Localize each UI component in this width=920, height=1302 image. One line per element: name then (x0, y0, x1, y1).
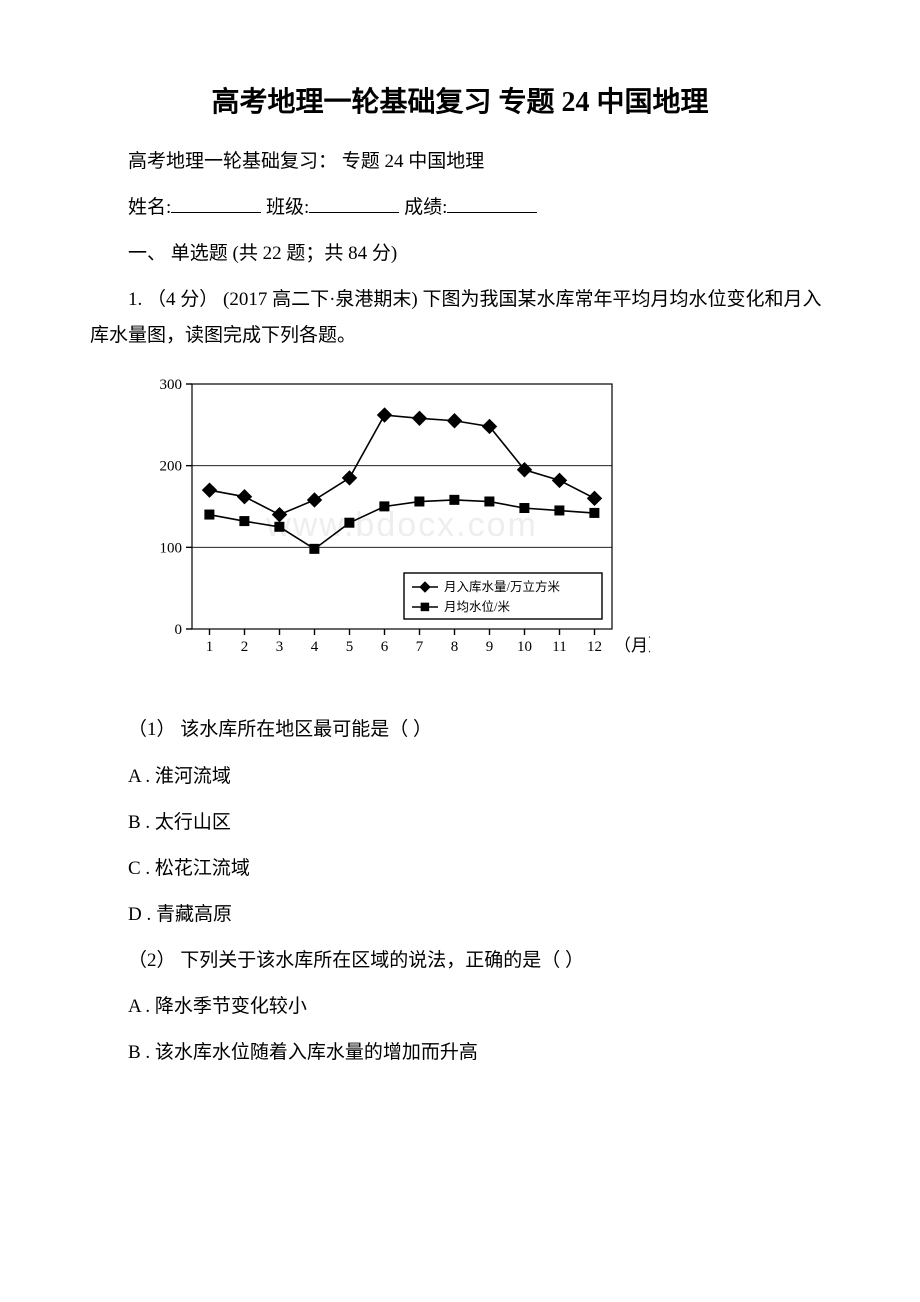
page-title: 高考地理一轮基础复习 专题 24 中国地理 (90, 80, 830, 120)
svg-text:11: 11 (552, 639, 566, 655)
chart-container: www.bdocx.com0100200300123456789101112（月… (90, 364, 830, 694)
class-blank (309, 194, 399, 213)
option-b1: B . 太行山区 (90, 805, 830, 841)
form-line: 姓名: 班级: 成绩: (90, 190, 830, 226)
score-blank (447, 194, 537, 213)
svg-text:9: 9 (486, 639, 494, 655)
svg-text:5: 5 (346, 639, 354, 655)
svg-text:6: 6 (381, 639, 389, 655)
svg-text:100: 100 (160, 541, 183, 557)
score-label: 成绩: (404, 197, 447, 218)
svg-text:12: 12 (587, 639, 602, 655)
svg-text:8: 8 (451, 639, 459, 655)
option-d1: D . 青藏高原 (90, 897, 830, 933)
svg-text:7: 7 (416, 639, 424, 655)
svg-text:月均水位/米: 月均水位/米 (444, 599, 510, 614)
svg-text:月入库水量/万立方米: 月入库水量/万立方米 (444, 579, 560, 594)
option-c1: C . 松花江流域 (90, 851, 830, 887)
svg-text:1: 1 (206, 639, 214, 655)
svg-text:10: 10 (517, 639, 532, 655)
reservoir-chart: www.bdocx.com0100200300123456789101112（月… (130, 364, 650, 694)
option-b2: B . 该水库水位随着入库水量的增加而升高 (90, 1035, 830, 1071)
name-label: 姓名: (128, 197, 171, 218)
sub-question-1: （1） 该水库所在地区最可能是（ ） (90, 712, 830, 748)
name-blank (171, 194, 261, 213)
subtitle: 高考地理一轮基础复习： 专题 24 中国地理 (90, 144, 830, 180)
svg-text:www.bdocx.com: www.bdocx.com (265, 506, 538, 544)
option-a2: A . 降水季节变化较小 (90, 989, 830, 1025)
question-stem: 1. （4 分） (2017 高二下·泉港期末) 下图为我国某水库常年平均月均水… (90, 282, 830, 354)
sub-question-2: （2） 下列关于该水库所在区域的说法，正确的是（ ） (90, 943, 830, 979)
svg-text:2: 2 (241, 639, 249, 655)
svg-text:（月）: （月） (614, 636, 650, 655)
svg-text:0: 0 (175, 622, 183, 638)
svg-text:300: 300 (160, 377, 183, 393)
svg-text:4: 4 (311, 639, 319, 655)
section-heading: 一、 单选题 (共 22 题；共 84 分) (90, 236, 830, 272)
class-label: 班级: (266, 197, 309, 218)
svg-text:3: 3 (276, 639, 284, 655)
svg-text:200: 200 (160, 459, 183, 475)
option-a1: A . 淮河流域 (90, 759, 830, 795)
